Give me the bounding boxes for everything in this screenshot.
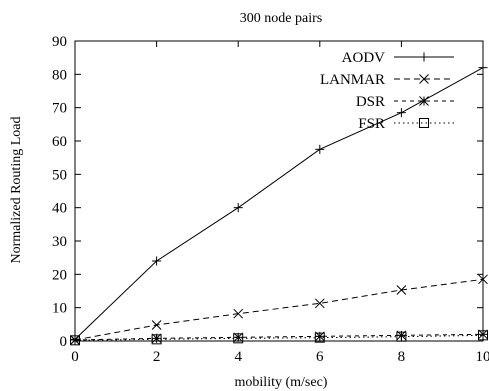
- y-tick-label: 90: [52, 34, 67, 50]
- data-point-aodv: [315, 144, 325, 154]
- x-axis-label: mobility (m/sec): [235, 375, 328, 390]
- y-tick-label: 40: [52, 201, 67, 217]
- data-point-aodv: [152, 256, 162, 266]
- plot-frame: [74, 40, 484, 342]
- plot-area: 0 10 20 30 40 50 60 70 80 90 0 2 4 6 8 10: [52, 34, 489, 365]
- legend-label-aodv: AODV: [342, 50, 385, 66]
- series-line-lanmar: [74, 278, 484, 341]
- legend-label-dsr: DSR: [356, 94, 385, 110]
- series-line-dsr: [74, 333, 484, 341]
- y-tick-label: 70: [52, 101, 67, 117]
- data-point-fsr: [70, 335, 80, 346]
- data-point-aodv: [396, 108, 406, 118]
- data-point-fsr: [396, 331, 407, 342]
- data-point-fsr: [478, 330, 488, 341]
- series-line-aodv: [74, 67, 484, 340]
- y-tick-label: 50: [52, 167, 67, 183]
- data-point-fsr: [314, 332, 325, 343]
- data-point-aodv: [478, 63, 488, 73]
- data-point-fsr: [233, 333, 244, 344]
- y-tick-label: 80: [52, 67, 67, 83]
- y-tick-label: 60: [52, 134, 67, 150]
- legend: AODV LANMAR DSR FSR: [320, 50, 454, 132]
- y-tick-label: 20: [52, 267, 67, 283]
- y-axis-label: Normalized Routing Load: [9, 117, 24, 264]
- x-tick-label: 10: [476, 349, 489, 365]
- legend-marker-fsr: [419, 118, 429, 128]
- chart-title: 300 node pairs: [240, 11, 322, 26]
- data-point-lanmar: [478, 274, 488, 285]
- data-point-lanmar: [233, 308, 244, 319]
- x-tick-label: 6: [316, 349, 324, 365]
- y-tick-label: 30: [52, 234, 67, 250]
- series-line-fsr: [74, 334, 484, 341]
- x-tick-label: 4: [234, 349, 242, 365]
- y-tick-label: 0: [60, 334, 68, 350]
- x-tick-label: 0: [71, 349, 79, 365]
- x-tick-label: 8: [398, 349, 406, 365]
- legend-marker-dsr: [419, 96, 429, 106]
- x-tick-label: 2: [153, 349, 161, 365]
- legend-label-lanmar: LANMAR: [320, 72, 385, 88]
- data-point-aodv: [233, 203, 243, 213]
- data-point-fsr: [151, 334, 162, 345]
- data-point-lanmar: [396, 285, 407, 295]
- data-point-lanmar: [314, 298, 325, 309]
- legend-marker-lanmar: [419, 74, 429, 84]
- data-point-lanmar: [151, 320, 162, 330]
- legend-marker-aodv: [419, 52, 429, 62]
- y-tick-label: 10: [52, 301, 67, 317]
- legend-label-fsr: FSR: [358, 116, 385, 132]
